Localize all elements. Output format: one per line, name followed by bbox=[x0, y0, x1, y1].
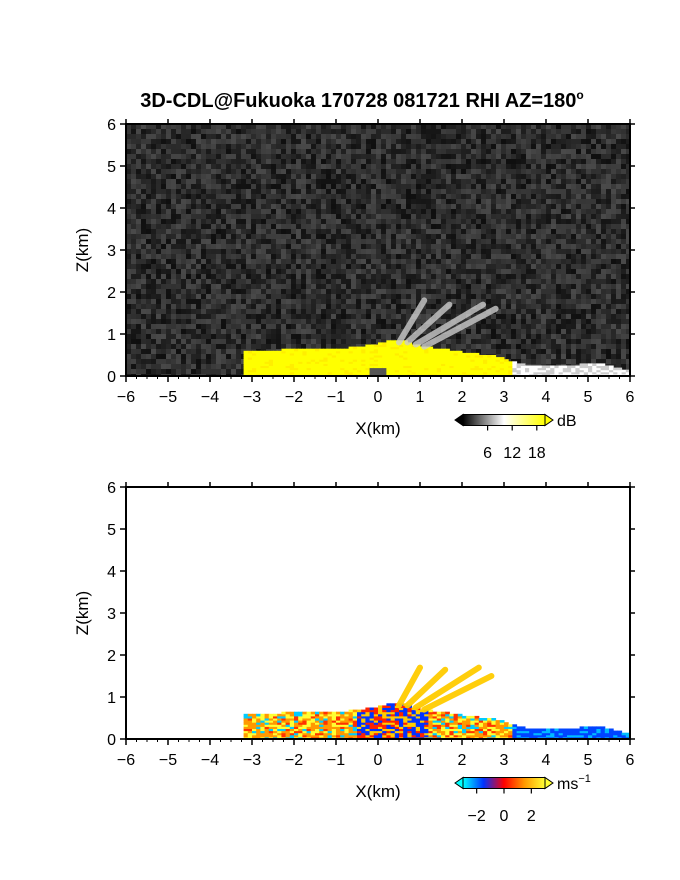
colorbar-unit: dB bbox=[557, 413, 577, 430]
x-tick-label: −5 bbox=[159, 752, 177, 769]
x-tick-label: −3 bbox=[243, 752, 261, 769]
y-tick-label: 3 bbox=[107, 606, 116, 623]
echo-field bbox=[243, 340, 630, 376]
x-tick-label: 6 bbox=[626, 752, 635, 769]
colorbar-tick-label: 18 bbox=[528, 445, 546, 462]
y-tick-label: 6 bbox=[107, 117, 116, 134]
y-tick-label: 0 bbox=[107, 732, 116, 749]
figure-title-main: 3D-CDL@Fukuoka 170728 081721 RHI AZ=180 bbox=[140, 90, 576, 112]
y-axis-label: Z(km) bbox=[73, 591, 92, 635]
y-tick-label: 5 bbox=[107, 522, 116, 539]
beam-ray-3 bbox=[421, 305, 499, 350]
colorbar-body bbox=[462, 414, 546, 426]
x-tick-label: −6 bbox=[117, 389, 135, 406]
y-tick-label: 3 bbox=[107, 243, 116, 260]
y-tick-label: 2 bbox=[107, 648, 116, 665]
x-tick-label: −3 bbox=[243, 389, 261, 406]
plot-area bbox=[126, 124, 630, 376]
x-tick-label: −4 bbox=[201, 389, 219, 406]
beam-ray-1 bbox=[404, 666, 449, 709]
colorbar: −2 0 2 ms−1 bbox=[454, 773, 591, 825]
beam-ray-2 bbox=[412, 301, 486, 348]
colorbar-tick-label: 12 bbox=[503, 445, 521, 462]
colorbar-tick-label: 6 bbox=[483, 445, 492, 462]
x-tick-label: −1 bbox=[327, 752, 345, 769]
plot-area bbox=[126, 487, 630, 739]
beam-ray-1 bbox=[404, 301, 453, 346]
colorbar-low-arrow bbox=[454, 776, 464, 790]
colorbar: 6 12 18 dB bbox=[454, 413, 577, 462]
x-tick-label: 3 bbox=[500, 389, 509, 406]
echo-field bbox=[243, 703, 630, 739]
x-tick-label: 6 bbox=[626, 389, 635, 406]
beam-ray-2 bbox=[412, 664, 482, 711]
x-tick-label: −2 bbox=[285, 389, 303, 406]
colorbar-tick-label: −2 bbox=[468, 808, 486, 825]
background-noise bbox=[126, 124, 630, 376]
beam-ray-0 bbox=[396, 297, 428, 346]
colorbar-high-arrow bbox=[544, 413, 554, 427]
x-tick-label: 5 bbox=[584, 389, 593, 406]
colorbar-unit: ms−1 bbox=[557, 773, 591, 793]
beam-ray-0 bbox=[396, 664, 423, 709]
y-tick-label: 1 bbox=[107, 690, 116, 707]
plot-background bbox=[126, 487, 630, 739]
x-tick-label: 0 bbox=[374, 752, 383, 769]
figure-title: 3D-CDL@Fukuoka 170728 081721 RHI AZ=180o bbox=[140, 88, 584, 112]
beam-ray-3 bbox=[421, 673, 495, 713]
x-tick-label: 1 bbox=[416, 752, 425, 769]
colorbar-low-arrow bbox=[454, 413, 464, 427]
x-tick-label: −2 bbox=[285, 752, 303, 769]
colorbar-high-arrow bbox=[544, 776, 554, 790]
y-tick-label: 4 bbox=[107, 564, 116, 581]
x-tick-label: 3 bbox=[500, 752, 509, 769]
y-tick-label: 5 bbox=[107, 159, 116, 176]
x-axis-label: X(km) bbox=[355, 419, 400, 438]
x-tick-label: 4 bbox=[542, 389, 551, 406]
y-tick-label: 0 bbox=[107, 369, 116, 386]
figure-title-degree: o bbox=[576, 88, 583, 102]
y-tick-label: 6 bbox=[107, 480, 116, 497]
y-tick-label: 1 bbox=[107, 327, 116, 344]
y-axis-label: Z(km) bbox=[73, 228, 92, 272]
velocity-panel: −6 −5 −4 −3 −2 −1 0 1 2 3 4 5 6 0 1 2 3 4 5 6 X(km) Z(km) −2 0 2… bbox=[73, 480, 635, 825]
colorbar-tick-label: 0 bbox=[500, 808, 509, 825]
x-axis-label: X(km) bbox=[355, 782, 400, 801]
colorbar-tick-label: 2 bbox=[527, 808, 536, 825]
colorbar-body bbox=[462, 777, 546, 789]
x-tick-label: 4 bbox=[542, 752, 551, 769]
x-tick-label: −6 bbox=[117, 752, 135, 769]
x-tick-label: 1 bbox=[416, 389, 425, 406]
y-tick-label: 4 bbox=[107, 201, 116, 218]
x-tick-label: 2 bbox=[458, 389, 467, 406]
x-tick-label: −4 bbox=[201, 752, 219, 769]
x-tick-label: −1 bbox=[327, 389, 345, 406]
y-tick-label: 2 bbox=[107, 285, 116, 302]
x-tick-label: 0 bbox=[374, 389, 383, 406]
x-tick-label: −5 bbox=[159, 389, 177, 406]
colorbar-unit-exp: −1 bbox=[578, 773, 591, 785]
x-tick-label: 5 bbox=[584, 752, 593, 769]
x-tick-label: 2 bbox=[458, 752, 467, 769]
